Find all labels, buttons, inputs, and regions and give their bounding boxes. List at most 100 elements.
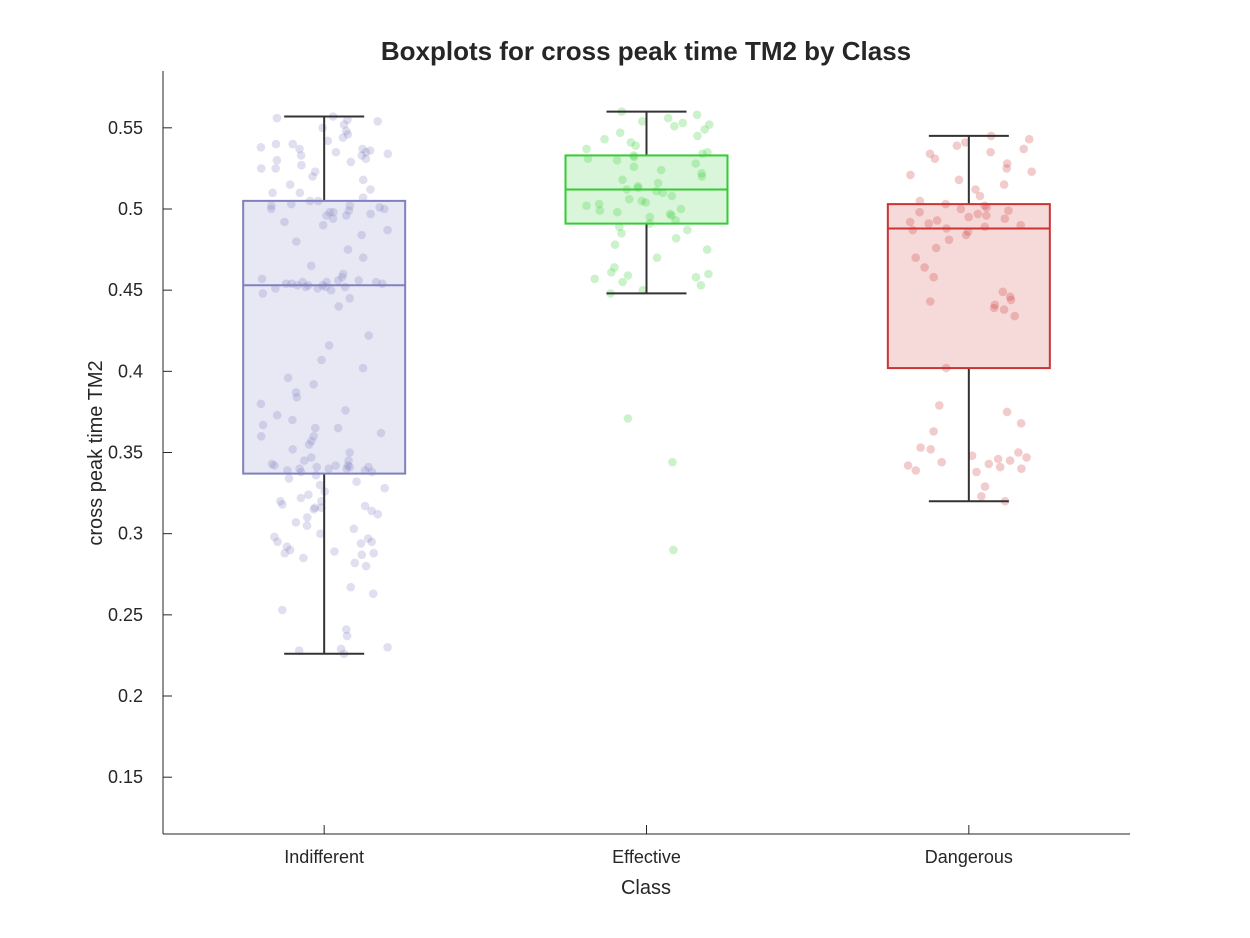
- data-point: [637, 196, 647, 206]
- data-point: [361, 154, 371, 163]
- data-point: [331, 461, 340, 470]
- data-point: [342, 625, 351, 634]
- data-point: [344, 206, 354, 215]
- data-point: [345, 294, 355, 303]
- data-point: [276, 496, 285, 506]
- data-point: [663, 113, 673, 123]
- data-point: [653, 178, 663, 188]
- data-point: [615, 128, 625, 137]
- data-point: [288, 445, 298, 454]
- data-point: [626, 138, 636, 147]
- data-point: [986, 147, 995, 157]
- data-point: [692, 110, 702, 120]
- data-point: [926, 445, 935, 454]
- data-point: [345, 448, 355, 457]
- data-point: [982, 203, 991, 212]
- data-point: [257, 274, 267, 284]
- data-point: [358, 253, 368, 262]
- data-point: [283, 466, 292, 475]
- data-point: [342, 464, 352, 474]
- data-point: [671, 216, 680, 225]
- data-point: [924, 219, 933, 228]
- data-point: [696, 281, 706, 290]
- boxes: [242, 110, 1051, 655]
- y-axis-label: cross peak time TM2: [85, 360, 107, 545]
- data-point: [373, 509, 383, 519]
- data-point: [610, 240, 620, 249]
- data-point: [344, 456, 353, 465]
- data-point: [357, 550, 367, 560]
- data-point: [665, 209, 675, 219]
- data-point: [300, 456, 309, 465]
- data-point: [267, 201, 276, 210]
- data-point: [645, 212, 655, 222]
- data-point: [984, 459, 994, 469]
- box-iqr: [242, 199, 407, 475]
- data-point: [322, 277, 331, 287]
- data-point: [357, 151, 367, 160]
- y-tick-label: 0.5: [118, 199, 143, 219]
- y-tick-label: 0.2: [118, 686, 143, 706]
- data-point: [280, 548, 290, 558]
- data-point: [349, 524, 359, 534]
- data-point: [667, 191, 677, 201]
- data-point: [302, 521, 312, 530]
- data-point: [1005, 292, 1015, 302]
- data-point: [358, 193, 368, 202]
- data-point: [920, 263, 929, 272]
- data-point: [342, 631, 352, 641]
- data-point: [656, 165, 666, 175]
- data-point: [343, 461, 353, 470]
- data-point: [360, 466, 370, 475]
- data-point: [364, 462, 373, 472]
- data-point: [317, 355, 326, 365]
- data-point: [310, 503, 320, 512]
- data-point: [331, 147, 341, 157]
- data-point: [583, 154, 593, 163]
- y-tick-label: 0.3: [118, 524, 143, 544]
- data-point: [309, 380, 318, 389]
- data-point: [982, 211, 991, 220]
- data-point: [670, 121, 679, 131]
- data-point: [295, 144, 304, 154]
- data-point: [361, 561, 371, 571]
- data-point: [343, 245, 353, 254]
- data-point: [977, 492, 986, 501]
- data-point: [582, 144, 591, 154]
- data-point: [283, 373, 293, 383]
- data-point: [971, 185, 980, 194]
- data-point: [911, 253, 920, 262]
- data-point: [338, 269, 348, 279]
- data-point: [617, 229, 626, 238]
- data-point: [345, 462, 355, 472]
- data-point: [271, 139, 281, 149]
- x-tick-label: Dangerous: [925, 847, 1013, 867]
- data-point: [272, 410, 282, 420]
- data-point: [915, 207, 924, 217]
- data-point: [334, 302, 344, 311]
- data-point: [669, 545, 678, 555]
- data-point: [671, 233, 681, 243]
- data-point: [324, 341, 334, 350]
- data-point: [295, 188, 305, 198]
- data-point: [365, 146, 375, 155]
- data-point: [652, 253, 662, 262]
- data-point: [633, 182, 643, 191]
- chart-title: Boxplots for cross peak time TM2 by Clas…: [381, 36, 911, 66]
- data-point: [925, 149, 935, 159]
- data-point: [256, 432, 266, 441]
- data-point: [285, 545, 295, 555]
- data-point: [998, 287, 1008, 297]
- data-point: [369, 548, 379, 558]
- data-point: [590, 274, 599, 284]
- data-point: [323, 136, 333, 146]
- data-point: [356, 539, 366, 548]
- data-point: [638, 285, 648, 295]
- data-point: [668, 457, 677, 467]
- data-point: [702, 245, 712, 254]
- data-point: [271, 284, 280, 293]
- data-point: [307, 436, 316, 446]
- data-point: [366, 185, 375, 194]
- data-point: [318, 220, 328, 230]
- data-point: [623, 414, 633, 423]
